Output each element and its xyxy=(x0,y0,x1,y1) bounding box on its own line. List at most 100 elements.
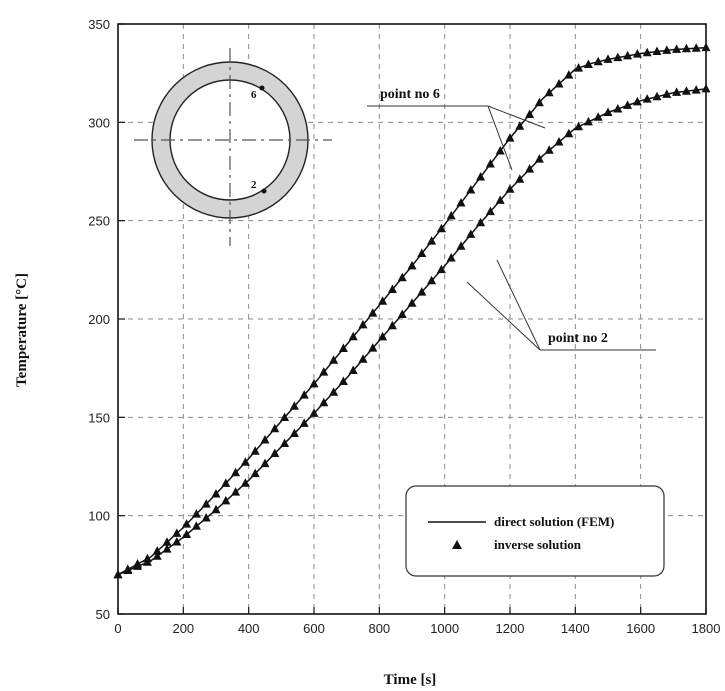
inverse-solution-marker xyxy=(162,537,172,546)
inverse-solution-marker xyxy=(397,272,407,282)
inverse-solution-marker xyxy=(231,467,241,477)
y-tick-label: 150 xyxy=(88,410,110,425)
inverse-solution-marker xyxy=(515,121,525,130)
inverse-solution-marker xyxy=(368,308,378,317)
inverse-solution-marker xyxy=(221,495,231,505)
inverse-solution-marker xyxy=(348,365,358,374)
inverse-solution-marker xyxy=(172,537,182,546)
point-6-callout: point no 6 xyxy=(367,87,546,171)
inverse-solution-marker xyxy=(662,89,672,98)
x-axis-title: Time [s] xyxy=(384,672,437,688)
inverse-solution-marker xyxy=(309,408,319,417)
inverse-solution-marker xyxy=(270,448,280,457)
inverse-solution-marker xyxy=(329,387,339,396)
legend-inverse-label: inverse solution xyxy=(494,537,582,552)
inverse-solution-marker xyxy=(152,546,162,555)
inverse-solution-marker xyxy=(593,112,603,121)
inverse-solution-marker xyxy=(466,185,476,194)
inverse-solution-marker xyxy=(623,100,633,109)
inverse-solution-marker xyxy=(554,137,564,146)
inverse-solution-marker xyxy=(182,519,192,528)
inset-point-2-marker xyxy=(261,188,267,194)
inverse-solution-marker xyxy=(387,284,397,293)
inverse-solution-marker xyxy=(564,70,574,79)
inverse-solution-marker xyxy=(299,390,309,399)
inverse-solution-marker xyxy=(417,248,427,257)
inverse-solution-marker xyxy=(378,296,388,305)
y-tick-label: 100 xyxy=(88,509,110,524)
inverse-solution-marker xyxy=(613,52,623,62)
inverse-solution-marker xyxy=(407,260,417,270)
inverse-solution-marker xyxy=(378,331,388,341)
inverse-solution-marker xyxy=(495,195,505,204)
inverse-solution-marker xyxy=(505,133,515,142)
x-tick-label: 1000 xyxy=(430,621,459,636)
x-tick-label: 1800 xyxy=(692,621,721,636)
inverse-solution-marker xyxy=(613,104,623,113)
inverse-solution-marker xyxy=(681,86,691,95)
inverse-solution-marker xyxy=(534,97,544,107)
inverse-solution-marker xyxy=(123,565,133,574)
y-tick-label: 350 xyxy=(88,17,110,32)
legend-direct-label: direct solution (FEM) xyxy=(494,514,614,529)
x-tick-label: 1200 xyxy=(496,621,525,636)
inverse-solution-marker xyxy=(574,121,584,131)
legend: direct solution (FEM) inverse solution xyxy=(405,485,665,577)
inverse-solution-marker xyxy=(172,528,182,537)
y-axis-ticks: 50 100 150 200 250 300 350 xyxy=(88,17,125,622)
inverse-solution-marker xyxy=(446,253,456,262)
inverse-solution-marker xyxy=(466,229,476,238)
inverse-solution-marker xyxy=(211,504,221,514)
inverse-solution-marker xyxy=(436,223,446,233)
x-tick-label: 600 xyxy=(303,621,325,636)
inverse-solution-marker xyxy=(544,145,554,154)
inverse-solution-marker xyxy=(250,468,260,478)
inverse-solution-marker xyxy=(329,355,339,364)
inverse-solution-marker xyxy=(240,457,250,466)
inverse-solution-marker xyxy=(427,275,437,285)
point-6-leader-branch xyxy=(487,105,513,171)
x-tick-label: 1600 xyxy=(626,621,655,636)
inverse-solution-marker xyxy=(240,478,250,487)
legend-box xyxy=(405,485,665,577)
inverse-solution-marker xyxy=(456,198,466,207)
inverse-solution-marker xyxy=(642,47,652,57)
inverse-solution-marker xyxy=(554,79,564,88)
inverse-solution-marker xyxy=(652,91,662,101)
inverse-solution-marker xyxy=(152,551,162,560)
inverse-solution-marker xyxy=(338,343,348,352)
inverse-solution-marker xyxy=(525,164,535,173)
inverse-solution-marker xyxy=(319,367,329,376)
inverse-solution-marker xyxy=(191,509,201,518)
inverse-solution-marker xyxy=(681,43,691,53)
inverse-solution-marker xyxy=(417,287,427,296)
inverse-solution-marker xyxy=(299,418,309,427)
x-tick-label: 200 xyxy=(172,621,194,636)
inverse-solution-marker xyxy=(191,521,201,530)
y-tick-label: 200 xyxy=(88,312,110,327)
inverse-solution-marker xyxy=(211,489,221,498)
inverse-solution-marker xyxy=(309,378,319,388)
inverse-solution-marker xyxy=(446,210,456,220)
inverse-solution-marker xyxy=(221,478,231,487)
inset-point-2-label: 2 xyxy=(251,179,257,191)
inverse-solution-marker xyxy=(280,438,290,447)
inverse-solution-marker xyxy=(603,107,613,116)
inverse-solution-marker xyxy=(289,401,299,410)
pipe-cross-section-inset: 6 2 xyxy=(134,48,332,246)
inverse-solution-marker xyxy=(505,184,515,193)
inset-point-6-label: 6 xyxy=(251,89,257,101)
inverse-solution-marker xyxy=(260,458,270,468)
legend-marker-sample xyxy=(452,540,462,549)
inverse-solution-marker xyxy=(574,63,584,72)
inverse-solution-marker xyxy=(358,319,368,329)
inverse-solution-marker xyxy=(270,423,280,433)
inverse-solution-marker xyxy=(534,154,544,163)
inverse-solution-markers xyxy=(113,42,711,579)
x-tick-label: 0 xyxy=(114,621,121,636)
inverse-solution-marker xyxy=(162,544,172,553)
inverse-solution-marker xyxy=(338,376,348,385)
inverse-solution-marker xyxy=(691,43,701,52)
inverse-solution-marker xyxy=(583,59,593,68)
